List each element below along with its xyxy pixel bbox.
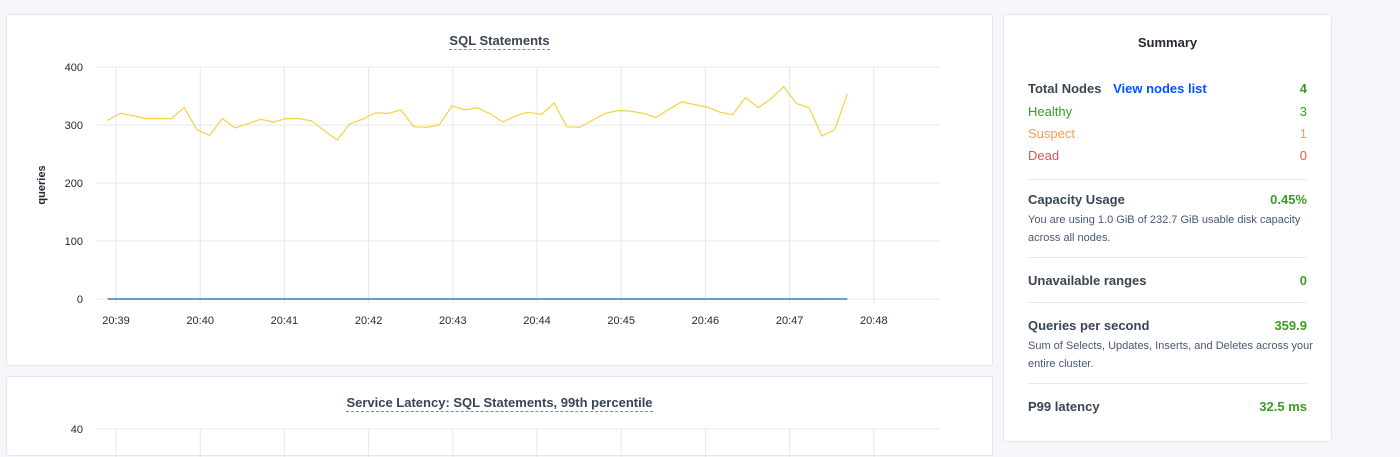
- y-tick-label: 400: [65, 62, 83, 74]
- y-tick-label: 0: [77, 294, 83, 306]
- queries-series-line: [107, 85, 848, 141]
- suspect-row: Suspect 1: [1028, 126, 1307, 141]
- divider: [1028, 179, 1307, 180]
- divider: [1028, 302, 1307, 303]
- unavailable-ranges-value: 0: [1299, 273, 1307, 288]
- capacity-usage-description: You are using 1.0 GiB of 232.7 GiB usabl…: [1028, 214, 1301, 244]
- x-tick-label: 20:44: [523, 315, 551, 327]
- queries-per-second-label: Queries per second: [1028, 318, 1150, 333]
- sql-statements-card: SQL Statements queries 0 100 200 300 400 20:…: [6, 14, 993, 366]
- x-tick-label: 20:43: [439, 315, 467, 327]
- healthy-label: Healthy: [1028, 104, 1073, 119]
- unavailable-ranges-label: Unavailable ranges: [1028, 273, 1147, 288]
- dead-label: Dead: [1028, 148, 1060, 163]
- y-tick-label: 200: [65, 178, 83, 190]
- unavailable-ranges-row: Unavailable ranges 0: [1028, 273, 1307, 288]
- total-nodes-value: 4: [1299, 81, 1307, 96]
- service-latency-chart[interactable]: 40: [7, 377, 992, 457]
- y-tick-label: 100: [65, 236, 83, 248]
- x-tick-label: 20:46: [692, 315, 720, 327]
- sql-statements-chart[interactable]: queries 0 100 200 300 400 20:39 20:40 20:41 20:…: [7, 15, 992, 365]
- dead-row: Dead 0: [1028, 148, 1307, 163]
- dead-value: 0: [1299, 148, 1307, 163]
- p99-latency-value: 32.5 ms: [1259, 399, 1307, 414]
- capacity-usage-row: Capacity Usage 0.45%: [1028, 192, 1307, 207]
- queries-per-second-description: Sum of Selects, Updates, Inserts, and De…: [1028, 340, 1313, 370]
- healthy-row: Healthy 3: [1028, 104, 1307, 119]
- view-nodes-list-link[interactable]: View nodes list: [1113, 81, 1207, 96]
- suspect-label: Suspect: [1028, 126, 1075, 141]
- y-tick-label: 40: [71, 424, 83, 436]
- queries-per-second-row: Queries per second 359.9: [1028, 318, 1307, 333]
- divider: [1028, 383, 1307, 384]
- x-tick-label: 20:41: [271, 315, 299, 327]
- p99-latency-row: P99 latency 32.5 ms: [1028, 399, 1307, 414]
- service-latency-card: Service Latency: SQL Statements, 99th pe…: [6, 376, 993, 457]
- summary-heading: Summary: [1137, 35, 1198, 50]
- healthy-value: 3: [1299, 104, 1307, 119]
- latency-chart-title[interactable]: Service Latency: SQL Statements, 99th pe…: [346, 395, 653, 412]
- sql-chart-title[interactable]: SQL Statements: [449, 33, 550, 50]
- x-tick-label: 20:45: [607, 315, 635, 327]
- x-tick-label: 20:42: [355, 315, 383, 327]
- suspect-value: 1: [1299, 126, 1307, 141]
- y-tick-label: 300: [65, 120, 83, 132]
- divider: [1028, 257, 1307, 258]
- total-nodes-row: Total Nodes View nodes list 4: [1028, 81, 1307, 96]
- capacity-usage-value: 0.45%: [1270, 192, 1307, 207]
- summary-panel: Summary Total Nodes View nodes list 4 He…: [1003, 14, 1332, 442]
- p99-latency-label: P99 latency: [1028, 399, 1100, 414]
- x-tick-label: 20:47: [776, 315, 804, 327]
- x-tick-label: 20:39: [102, 315, 130, 327]
- sql-y-axis-label: queries: [36, 165, 48, 204]
- x-tick-label: 20:40: [186, 315, 214, 327]
- x-tick-label: 20:48: [860, 315, 888, 327]
- capacity-usage-label: Capacity Usage: [1028, 192, 1125, 207]
- total-nodes-label: Total Nodes: [1028, 81, 1102, 96]
- queries-per-second-value: 359.9: [1274, 318, 1307, 333]
